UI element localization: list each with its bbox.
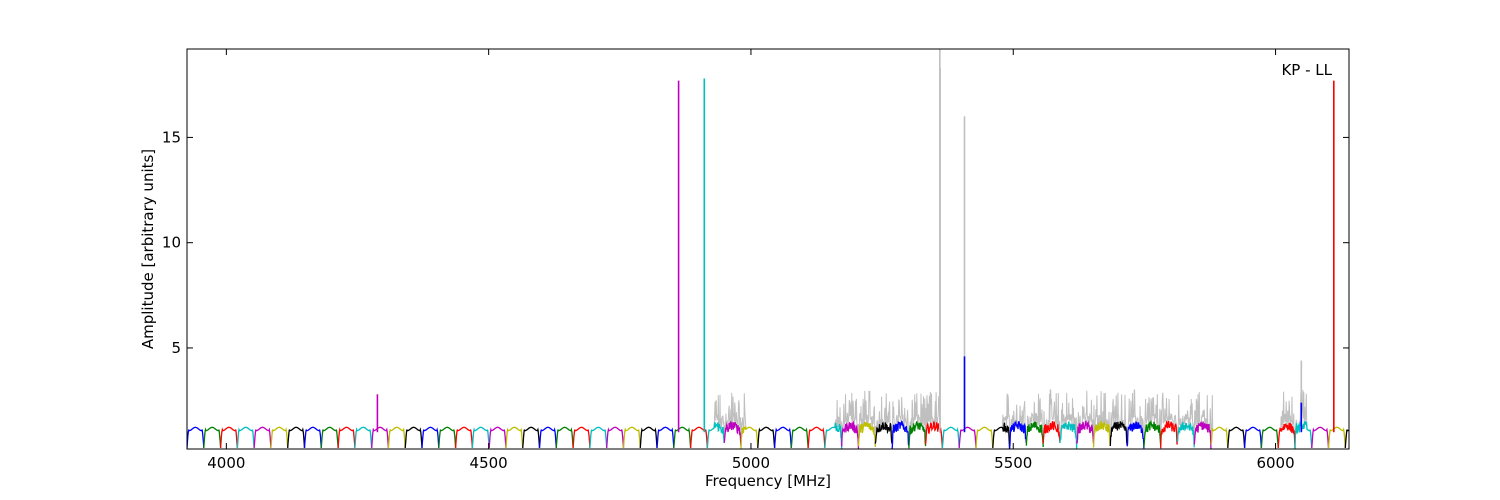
band-line-35: [773, 426, 792, 448]
band-line-40: [857, 421, 876, 447]
band-line-63: [1243, 426, 1263, 448]
band-line-25: [606, 426, 625, 448]
band-line-66: [1294, 420, 1313, 449]
band-line-1: [203, 426, 222, 448]
band-line-42: [891, 419, 910, 449]
band-line-48: [992, 422, 1011, 449]
band-line-65: [1277, 422, 1296, 449]
band-line-68: [1327, 426, 1346, 448]
band-line-8: [320, 426, 339, 448]
band-line-7: [303, 426, 322, 448]
plot-frame: [186, 48, 1350, 450]
band-line-15: [438, 426, 457, 448]
x-tick-label: 6000: [1256, 454, 1294, 472]
band-line-29: [673, 426, 692, 448]
band-line-2: [219, 426, 239, 448]
band-line-33: [740, 425, 759, 449]
band-line-23: [572, 426, 591, 448]
band-line-14: [421, 426, 440, 448]
band-line-45: [941, 426, 960, 448]
band-line-19: [505, 426, 524, 448]
x-axis-ticks: 4000 4500 5000 5500 6000: [207, 49, 1295, 472]
band-line-59: [1176, 422, 1195, 448]
band-line-54: [1092, 420, 1111, 448]
band-line-51: [1042, 420, 1061, 444]
band-line-11: [371, 426, 390, 448]
band-line-22: [555, 426, 574, 448]
band-line-18: [488, 426, 507, 448]
band-line-28: [656, 426, 675, 448]
band-line-64: [1260, 426, 1279, 448]
x-tick-label: 4500: [470, 454, 508, 472]
y-axis-ticks: 5 10 15: [162, 128, 1349, 357]
band-line-3: [236, 426, 255, 448]
band-line-9: [337, 426, 356, 448]
band-line-61: [1210, 426, 1229, 448]
band-line-16: [454, 426, 474, 448]
band-line-69: [1344, 429, 1349, 448]
band-line-41: [874, 422, 893, 444]
y-axis-label: Amplitude [arbitrary units]: [139, 149, 157, 349]
band-line-43: [908, 421, 927, 449]
plot-background: [187, 49, 1349, 449]
band-line-62: [1227, 426, 1246, 448]
band-line-53: [1076, 419, 1095, 444]
band-line-21: [538, 426, 557, 448]
band-line-10: [354, 426, 373, 448]
band-line-55: [1109, 421, 1128, 447]
band-line-27: [639, 426, 658, 448]
x-tick-label: 5500: [994, 454, 1032, 472]
band-line-26: [622, 426, 641, 448]
band-line-34: [757, 426, 776, 448]
band-line-38: [824, 422, 843, 449]
band-line-47: [975, 426, 994, 448]
x-axis-label: Frequency [MHz]: [705, 472, 831, 490]
band-line-56: [1126, 421, 1145, 449]
chart-annotation: KP - LL: [1281, 61, 1332, 79]
band-line-57: [1143, 419, 1162, 448]
band-line-58: [1160, 420, 1178, 449]
band-line-17: [471, 426, 490, 448]
band-line-37: [807, 426, 826, 448]
band-line-60: [1193, 421, 1212, 449]
band-line-20: [522, 426, 541, 448]
x-tick-label: 5000: [732, 454, 770, 472]
band-line-13: [404, 426, 423, 448]
band-line-49: [1008, 420, 1028, 449]
band-line-4: [253, 426, 272, 448]
y-tick-label: 10: [162, 234, 181, 252]
series-layer: [187, 388, 1349, 449]
band-line-46: [958, 426, 977, 448]
band-line-67: [1311, 426, 1330, 448]
band-line-52: [1059, 421, 1078, 449]
band-line-32: [723, 420, 742, 447]
y-tick-label: 15: [162, 128, 181, 146]
band-line-24: [589, 426, 608, 448]
band-line-39: [841, 420, 860, 449]
band-line-50: [1025, 421, 1044, 448]
band-line-0: [187, 426, 205, 448]
band-line-6: [287, 426, 306, 448]
x-tick-label: 4000: [207, 454, 245, 472]
band-line-12: [387, 426, 406, 448]
spike-layer: [376, 49, 1335, 433]
y-tick-label: 5: [171, 339, 181, 357]
band-line-5: [270, 426, 289, 448]
band-line-36: [790, 426, 809, 448]
band-line-31: [706, 421, 725, 448]
